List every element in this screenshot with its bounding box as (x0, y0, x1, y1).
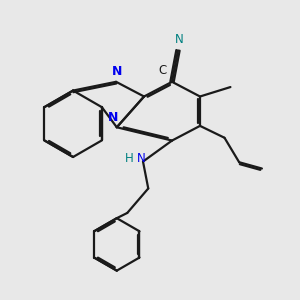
Text: N: N (112, 65, 122, 78)
Text: C: C (158, 64, 166, 76)
Text: H: H (125, 152, 134, 165)
Text: N: N (175, 33, 184, 46)
Text: N: N (108, 111, 119, 124)
Text: N: N (137, 152, 146, 165)
